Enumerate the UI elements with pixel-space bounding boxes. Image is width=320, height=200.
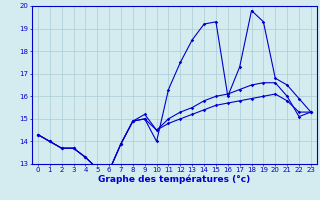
X-axis label: Graphe des températures (°c): Graphe des températures (°c) bbox=[98, 175, 251, 184]
